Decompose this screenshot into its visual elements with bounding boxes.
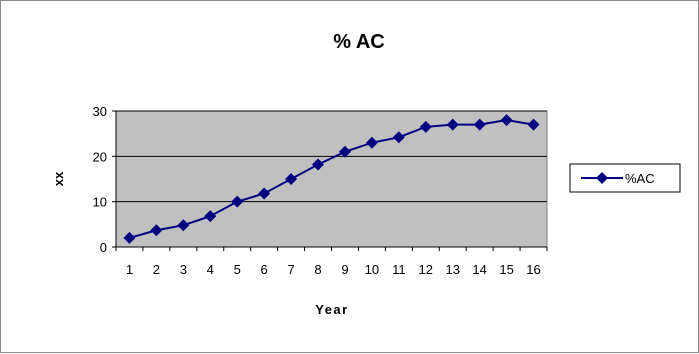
x-tick-label: 1 <box>126 262 133 277</box>
data-point <box>419 120 432 133</box>
data-point <box>392 131 405 144</box>
data-point <box>527 118 540 131</box>
gridlines <box>116 110 547 203</box>
y-tick-labels: 0 10 20 30 <box>93 104 116 255</box>
x-tick-label: 5 <box>234 262 241 277</box>
data-point <box>500 114 513 127</box>
legend: %AC <box>569 163 681 193</box>
series-group <box>123 114 540 244</box>
y-tick-label: 10 <box>93 195 107 210</box>
x-tick-label: 4 <box>207 262 214 277</box>
data-point <box>285 173 298 185</box>
x-tick-label: 8 <box>314 262 321 277</box>
x-tick-labels: 1 2 3 4 5 6 7 8 9 10 11 12 13 14 15 16 <box>115 247 548 277</box>
legend-label: %AC <box>625 171 655 186</box>
data-point <box>204 210 217 223</box>
data-point <box>177 219 190 232</box>
data-point <box>365 136 378 149</box>
x-tick-label: 13 <box>445 262 459 277</box>
data-point <box>338 145 351 158</box>
x-tick-label: 14 <box>472 262 486 277</box>
x-tick-label: 10 <box>365 262 379 277</box>
x-tick-label: 9 <box>341 262 348 277</box>
y-tick-label: 20 <box>93 149 107 164</box>
y-tick-label: 0 <box>100 240 107 255</box>
y-axis-label: xx <box>51 171 66 186</box>
data-point <box>446 118 459 131</box>
x-axis-label: Year <box>315 302 348 317</box>
series-line <box>129 119 534 239</box>
legend-marker <box>596 172 608 184</box>
x-tick-label: 3 <box>180 262 187 277</box>
x-tick-label: 15 <box>499 262 513 277</box>
x-tick-label: 6 <box>261 262 268 277</box>
data-point <box>123 231 136 244</box>
x-tick-label: 16 <box>526 262 540 277</box>
x-tick-label: 2 <box>153 262 160 277</box>
data-point <box>231 195 244 208</box>
x-tick-label: 12 <box>419 262 433 277</box>
chart-title: % AC <box>333 31 384 53</box>
x-tick-label: 7 <box>287 262 294 277</box>
data-point <box>312 158 325 171</box>
y-tick-label: 30 <box>93 104 107 119</box>
data-point <box>258 187 271 200</box>
x-tick-label: 11 <box>392 262 406 277</box>
data-point <box>150 224 163 237</box>
data-point <box>473 118 486 131</box>
